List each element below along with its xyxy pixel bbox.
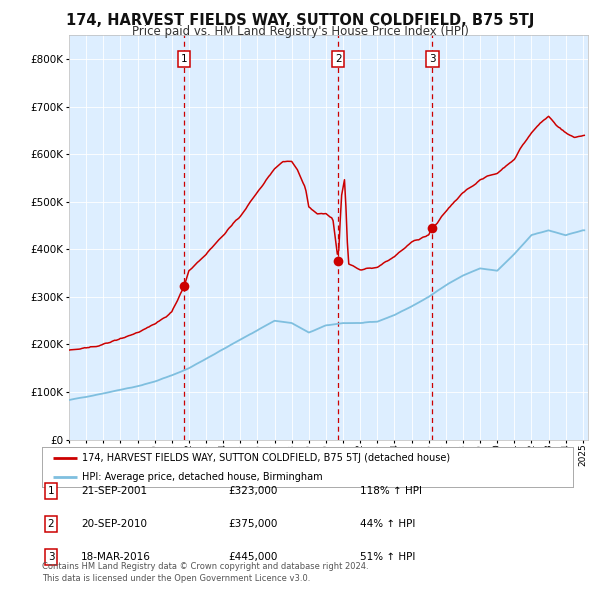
Text: £445,000: £445,000: [228, 552, 277, 562]
Text: 2: 2: [335, 54, 341, 64]
Text: 1: 1: [181, 54, 187, 64]
Text: Contains HM Land Registry data © Crown copyright and database right 2024.
This d: Contains HM Land Registry data © Crown c…: [42, 562, 368, 583]
Text: 21-SEP-2001: 21-SEP-2001: [81, 486, 147, 496]
Text: 3: 3: [47, 552, 55, 562]
Text: 174, HARVEST FIELDS WAY, SUTTON COLDFIELD, B75 5TJ: 174, HARVEST FIELDS WAY, SUTTON COLDFIEL…: [66, 13, 534, 28]
Text: £323,000: £323,000: [228, 486, 277, 496]
Text: 20-SEP-2010: 20-SEP-2010: [81, 519, 147, 529]
Text: HPI: Average price, detached house, Birmingham: HPI: Average price, detached house, Birm…: [82, 472, 322, 481]
Text: 118% ↑ HPI: 118% ↑ HPI: [360, 486, 422, 496]
Text: £375,000: £375,000: [228, 519, 277, 529]
Text: Price paid vs. HM Land Registry's House Price Index (HPI): Price paid vs. HM Land Registry's House …: [131, 25, 469, 38]
Text: 51% ↑ HPI: 51% ↑ HPI: [360, 552, 415, 562]
Text: 44% ↑ HPI: 44% ↑ HPI: [360, 519, 415, 529]
Text: 1: 1: [47, 486, 55, 496]
Text: 3: 3: [429, 54, 436, 64]
Text: 2: 2: [47, 519, 55, 529]
Text: 174, HARVEST FIELDS WAY, SUTTON COLDFIELD, B75 5TJ (detached house): 174, HARVEST FIELDS WAY, SUTTON COLDFIEL…: [82, 453, 450, 463]
Text: 18-MAR-2016: 18-MAR-2016: [81, 552, 151, 562]
